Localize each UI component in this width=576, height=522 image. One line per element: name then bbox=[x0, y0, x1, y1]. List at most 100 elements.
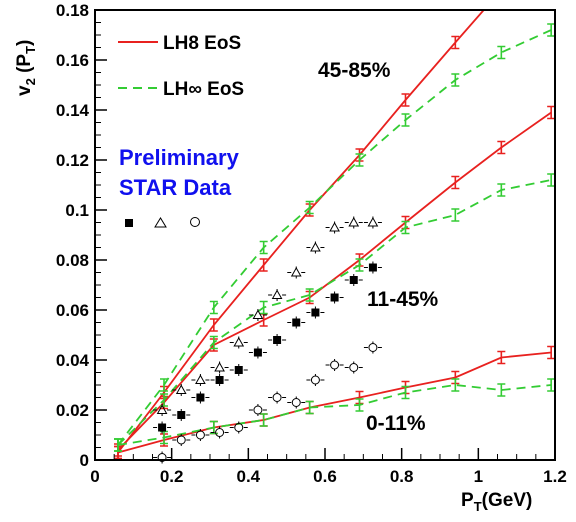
model-error-bar bbox=[451, 35, 460, 50]
model-error-bar bbox=[305, 400, 314, 415]
legend-lhinf-label: LH∞ EoS bbox=[163, 79, 244, 100]
data-error-bar bbox=[287, 396, 306, 409]
model-error-bar bbox=[259, 300, 268, 315]
data-point-triangle bbox=[175, 384, 187, 394]
model-error-bar bbox=[401, 220, 410, 235]
model-error-bar bbox=[547, 173, 555, 187]
data-point-triangle bbox=[195, 374, 206, 384]
model-error-bar bbox=[451, 73, 460, 87]
data-error-bar bbox=[229, 336, 248, 349]
data-error-bar bbox=[325, 291, 344, 304]
lhinf-curve bbox=[117, 179, 552, 446]
data-point-triangle bbox=[290, 266, 302, 277]
data-error-bar bbox=[325, 221, 344, 234]
data-point-triangle bbox=[214, 361, 225, 372]
data-point-circle bbox=[215, 428, 225, 437]
lh8-curve bbox=[117, 351, 552, 454]
data-point-square bbox=[273, 336, 282, 344]
data-error-bar bbox=[363, 216, 382, 229]
data-point-square bbox=[158, 423, 167, 432]
model-error-bar bbox=[209, 335, 218, 350]
data-error-bar bbox=[268, 334, 287, 346]
data-point-circle bbox=[195, 430, 205, 440]
label-0-11: 0-11% bbox=[366, 412, 426, 435]
model-error-bar bbox=[497, 140, 506, 155]
data-error-bar bbox=[153, 421, 172, 434]
data-point-square bbox=[349, 276, 358, 284]
data-error-bar bbox=[306, 306, 325, 319]
data-error-bar bbox=[210, 374, 229, 386]
model-error-bar bbox=[451, 208, 460, 222]
model-error-bar bbox=[259, 240, 268, 255]
data-error-bar bbox=[287, 266, 306, 279]
data-error-bar bbox=[363, 341, 382, 354]
model-error-bar bbox=[547, 105, 555, 120]
data-point-circle bbox=[310, 375, 320, 385]
data-point-triangle bbox=[329, 221, 340, 232]
data-error-bar bbox=[210, 361, 229, 374]
model-error-bar bbox=[451, 378, 460, 392]
model-error-bar bbox=[497, 383, 506, 397]
y-tick-label: 0.1 bbox=[65, 201, 89, 220]
model-error-bar bbox=[547, 23, 555, 37]
model-error-bar bbox=[547, 378, 555, 392]
data-point-circle bbox=[330, 360, 340, 370]
data-error-bar bbox=[172, 384, 191, 396]
data-error-bar bbox=[153, 404, 172, 416]
data-error-bar bbox=[153, 451, 172, 464]
legend: LH8 EoS LH∞ EoS bbox=[118, 33, 244, 100]
data-error-bar bbox=[344, 361, 363, 374]
x-tick-label: 0.6 bbox=[313, 467, 337, 486]
legend-lh8-label: LH8 EoS bbox=[163, 33, 241, 54]
model-error-bar bbox=[259, 413, 268, 427]
model-error-bar bbox=[355, 258, 364, 272]
data-error-bar bbox=[191, 391, 210, 404]
data-error-bar bbox=[248, 404, 267, 416]
data-point-triangle bbox=[252, 309, 264, 319]
model-error-bar bbox=[497, 183, 506, 197]
data-error-bar bbox=[172, 409, 191, 421]
y-tick-label: 0.02 bbox=[56, 401, 89, 420]
lh8-curve bbox=[117, 10, 485, 454]
data-error-bar bbox=[306, 241, 325, 254]
data-point-triangle bbox=[271, 289, 283, 299]
model-error-bar bbox=[259, 258, 268, 272]
star-label-line2: STAR Data bbox=[119, 175, 232, 200]
star-label-line1: Preliminary bbox=[119, 145, 240, 170]
y-tick-label: 0 bbox=[80, 451, 89, 470]
data-error-bar bbox=[268, 289, 287, 301]
data-point-circle bbox=[291, 398, 301, 407]
x-tick-label: 0.2 bbox=[160, 467, 184, 486]
data-point-circle bbox=[349, 363, 359, 372]
label-11-45: 11-45% bbox=[367, 288, 439, 311]
star-data-points bbox=[153, 216, 382, 464]
marker-key-circle bbox=[190, 217, 200, 227]
data-point-square bbox=[234, 366, 243, 374]
data-error-bar bbox=[191, 374, 210, 386]
y-tick-label: 0.12 bbox=[56, 151, 89, 170]
y-tick-label: 0.04 bbox=[56, 351, 90, 370]
data-point-circle bbox=[176, 435, 186, 445]
data-point-circle bbox=[234, 423, 244, 432]
x-tick-label: 0.4 bbox=[237, 467, 261, 486]
data-point-triangle bbox=[156, 404, 168, 414]
data-point-square bbox=[253, 348, 262, 357]
data-point-square bbox=[330, 293, 339, 302]
model-error-bar bbox=[114, 438, 122, 452]
data-error-bar bbox=[229, 364, 248, 376]
data-error-bar bbox=[325, 359, 344, 371]
data-point-square bbox=[368, 263, 377, 272]
model-error-bar bbox=[209, 420, 218, 435]
lhinf-curve bbox=[117, 384, 552, 446]
model-error-bar bbox=[305, 288, 314, 302]
data-point-triangle bbox=[310, 241, 321, 252]
data-error-bar bbox=[363, 261, 382, 274]
data-point-square bbox=[177, 411, 186, 419]
data-point-circle bbox=[272, 393, 282, 402]
model-error-bar bbox=[401, 113, 410, 127]
model-error-bar bbox=[547, 345, 555, 360]
x-tick-label: 0.8 bbox=[390, 467, 414, 486]
y-axis-label: v2 (PT) bbox=[14, 40, 38, 96]
model-error-bar bbox=[497, 350, 506, 365]
label-45-85: 45-85% bbox=[318, 59, 391, 82]
